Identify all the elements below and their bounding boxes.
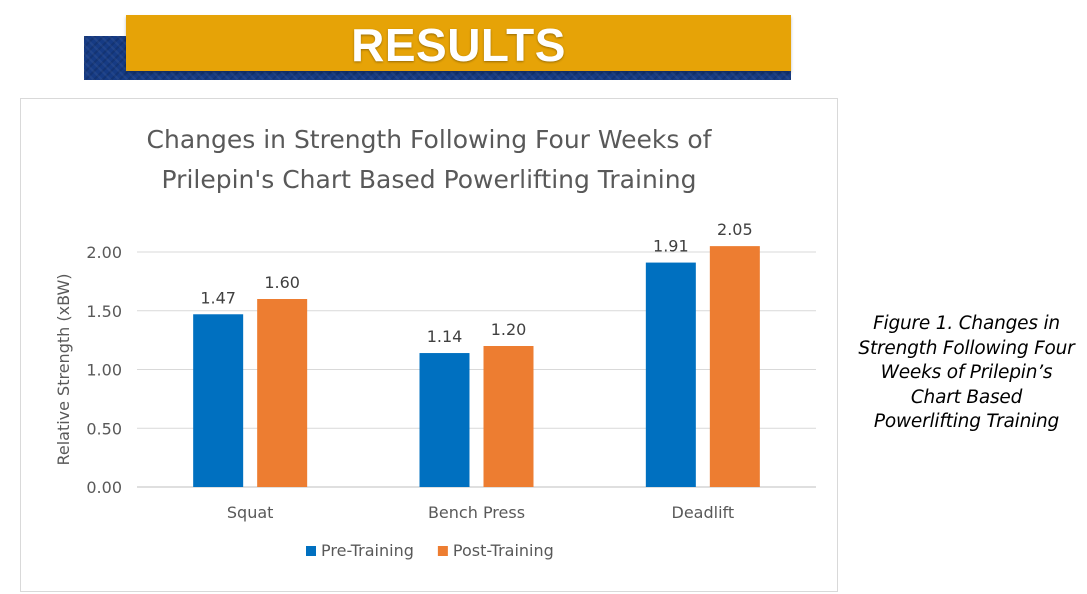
- chart-title-line: Prilepin's Chart Based Powerlifting Trai…: [162, 165, 697, 194]
- legend-swatch: [306, 546, 316, 556]
- bar-pre-training: [419, 353, 470, 487]
- data-labels: 1.47 1.60 1.14 1.20 1.91 2.05: [200, 220, 752, 346]
- caption-line: Chart Based: [910, 386, 1023, 408]
- results-heading: RESULTS: [351, 19, 566, 71]
- bar-chart: Changes in Strength Following Four Weeks…: [54, 125, 816, 560]
- legend: Pre-Training Post-Training: [306, 541, 554, 560]
- chart-title: Changes in Strength Following Four Weeks…: [147, 125, 713, 194]
- data-label: 1.20: [491, 320, 527, 339]
- bar-post-training: [257, 299, 308, 487]
- legend-entry: Pre-Training: [321, 541, 414, 560]
- data-label: 1.60: [264, 273, 300, 292]
- bar-pre-training: [193, 314, 244, 487]
- data-label: 1.14: [427, 327, 463, 346]
- caption-line: Figure 1. Changes in: [873, 313, 1060, 334]
- figure-caption: Figure 1. Changes in Strength Following …: [846, 312, 1087, 435]
- banner-front-stripe: [126, 15, 791, 71]
- bar-post-training: [709, 246, 760, 487]
- chart-title-line: Changes in Strength Following Four Weeks…: [147, 125, 713, 154]
- data-label: 1.91: [653, 237, 689, 256]
- bars: [193, 246, 760, 487]
- caption-line: Strength Following Four: [858, 337, 1075, 359]
- x-axis-ticks: Squat Bench Press Deadlift: [227, 503, 734, 522]
- gridlines: [137, 251, 816, 488]
- y-tick-label: 0.00: [86, 478, 122, 497]
- y-tick-label: 1.50: [86, 302, 122, 321]
- chart-container: Changes in Strength Following Four Weeks…: [20, 98, 838, 592]
- caption-line: Weeks of Prilepin’s: [880, 362, 1053, 383]
- legend-swatch: [437, 546, 448, 556]
- bar-pre-training: [645, 262, 696, 487]
- y-axis-ticks: 0.00 0.50 1.00 1.50 2.00: [86, 243, 122, 497]
- y-tick-label: 0.50: [86, 419, 122, 438]
- legend-entry: Post-Training: [453, 541, 554, 560]
- caption-line: Powerlifting Training: [873, 411, 1060, 432]
- y-tick-label: 2.00: [86, 243, 122, 262]
- x-tick-label: Deadlift: [672, 503, 735, 522]
- x-tick-label: Bench Press: [428, 503, 525, 522]
- x-tick-label: Squat: [227, 503, 274, 522]
- y-tick-label: 1.00: [86, 361, 122, 380]
- data-label: 2.05: [717, 220, 753, 239]
- bar-post-training: [483, 346, 534, 487]
- y-axis-title: Relative Strength (xBW): [54, 273, 73, 465]
- data-label: 1.47: [200, 288, 236, 307]
- y-axis-label: Relative Strength (xBW): [54, 273, 73, 465]
